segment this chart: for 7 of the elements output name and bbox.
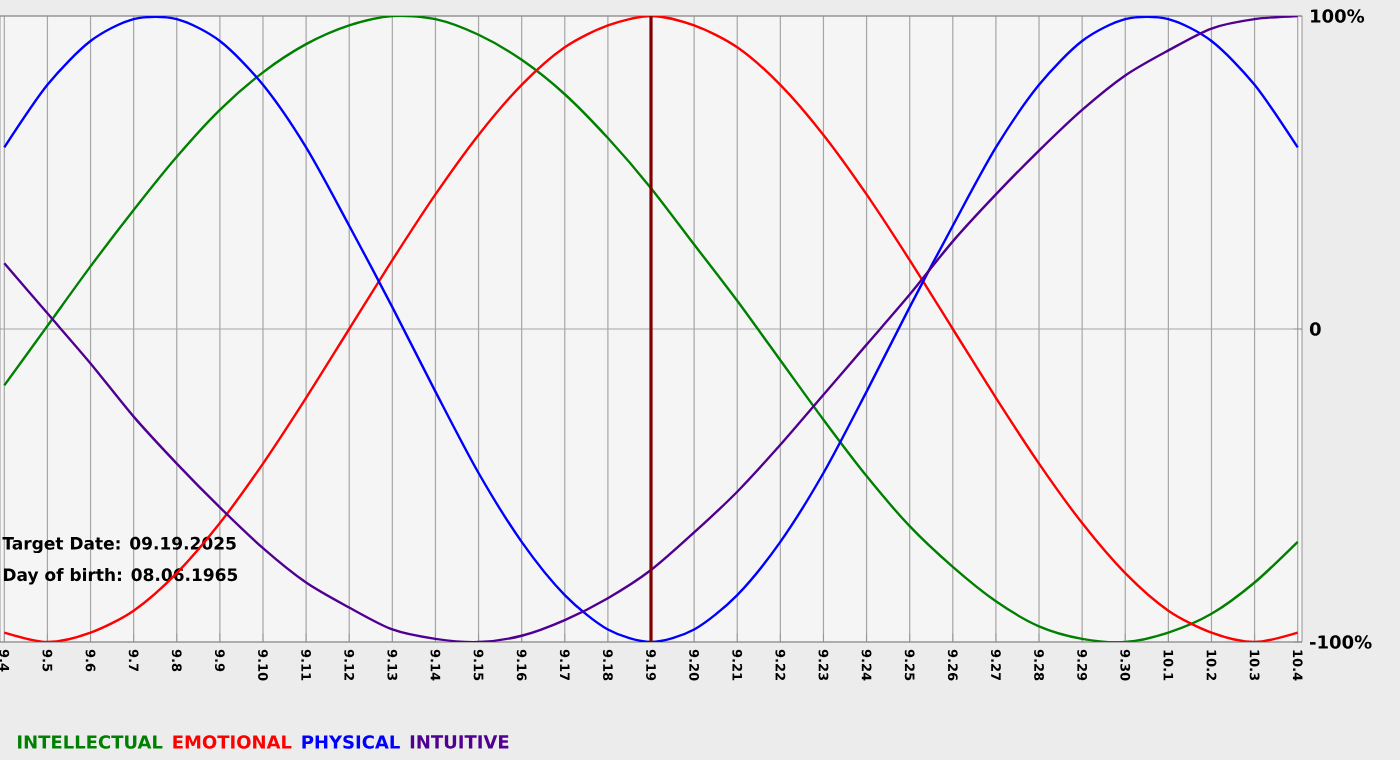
y-tick-label: -100%: [1310, 635, 1372, 649]
y-tick-label: 0: [1309, 322, 1321, 336]
text: EMOTIONAL: [173, 735, 292, 749]
text: INTELLECTUAL: [18, 735, 163, 749]
text: INTUITIVE: [410, 735, 509, 749]
text: PHYSICAL: [302, 735, 400, 749]
y-tick-label: 100%: [1311, 9, 1365, 23]
